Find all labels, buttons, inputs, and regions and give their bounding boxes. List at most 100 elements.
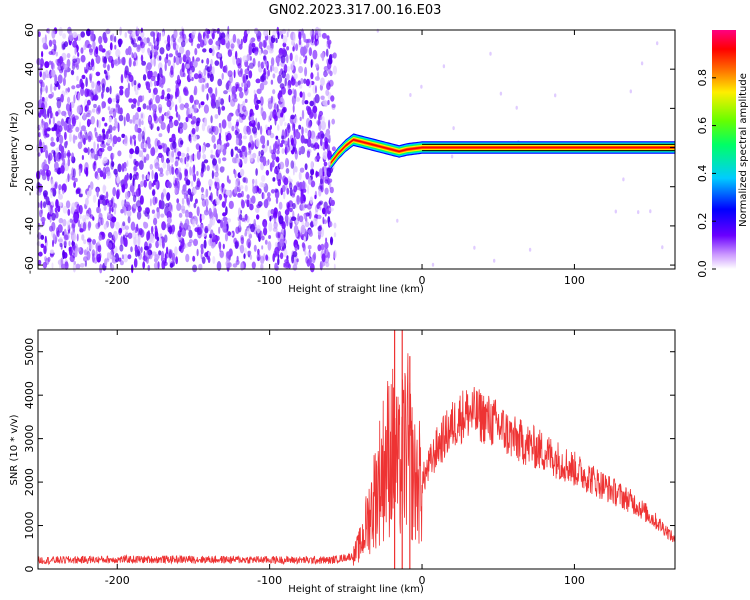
spectrogram-noise-cell <box>213 125 219 136</box>
spectrogram-noise-cell <box>108 116 112 123</box>
spectrogram-noise-cell <box>200 243 204 250</box>
spectrogram-noise-cell <box>51 29 56 39</box>
spectrogram-noise-cell <box>188 239 194 244</box>
spectrogram-noise-cell <box>129 119 133 124</box>
spectrogram-noise-cell <box>324 241 329 249</box>
spectrogram-noise-cell <box>196 117 201 124</box>
spectrogram-noise-cell <box>205 205 208 213</box>
spectrogram-noise-cell <box>263 29 269 37</box>
spectrogram-noise-cell <box>306 137 312 148</box>
spectrogram-noise-cell <box>76 233 79 242</box>
spectrogram-noise-cell <box>233 186 238 194</box>
spectrogram-noise-cell <box>81 234 85 241</box>
spectrogram-noise-cell <box>216 144 221 150</box>
spectrogram-noise-cell <box>85 166 89 177</box>
spectrogram-noise-cell <box>60 118 65 127</box>
spectrogram-noise-cell <box>91 135 94 141</box>
spectrogram-noise-cell <box>298 31 302 40</box>
spectrogram-noise-cell <box>78 204 83 215</box>
spectrogram-noise-cell <box>314 194 317 200</box>
spectrogram-noise-cell <box>195 57 201 62</box>
spectrogram-noise-cell <box>119 85 124 90</box>
spectrogram-noise-cell <box>274 140 278 149</box>
spectrogram-noise-cell <box>75 84 81 89</box>
spectrogram-noise-cell <box>225 206 228 216</box>
spectrogram-noise-cell <box>230 148 234 158</box>
spectrogram-noise-cell <box>161 31 165 37</box>
spectrogram-noise-cell <box>442 64 446 69</box>
spectrogram-noise-cell <box>284 77 287 87</box>
spectrogram-noise-cell <box>318 188 322 197</box>
spectrogram-noise-cell <box>137 44 141 50</box>
x-tick-label: 100 <box>564 274 585 287</box>
spectrogram-noise-cell <box>99 147 105 153</box>
spectrogram-noise-cell <box>255 168 258 176</box>
spectrogram-noise-cell <box>127 215 131 224</box>
spectrogram-noise-cell <box>174 187 179 195</box>
spectrogram-noise-cell <box>328 207 334 212</box>
spectrogram-noise-cell <box>298 66 304 74</box>
spectrogram-noise-cell <box>73 181 76 189</box>
spectrogram-noise-cell <box>78 193 83 198</box>
spectrogram-noise-cell <box>177 172 183 181</box>
spectrogram-noise-cell <box>263 227 268 236</box>
spectrogram-noise-cell <box>79 121 82 131</box>
spectrogram-noise-cell <box>60 263 66 270</box>
spectrogram-noise-cell <box>237 192 243 198</box>
spectrogram-noise-cell <box>149 198 152 207</box>
spectrogram-noise-cell <box>175 177 179 186</box>
figure-title: GN02.2023.317.00.16.E03 <box>269 3 442 18</box>
spectrogram-noise-cell <box>259 96 264 106</box>
spectrogram-noise-cell <box>129 185 135 193</box>
spectrogram-noise-cell <box>323 72 328 77</box>
spectrogram-noise-cell <box>134 180 136 189</box>
spectrogram-noise-cell <box>158 250 162 256</box>
spectrogram-noise-cell <box>177 74 180 83</box>
spectrogram-noise-cell <box>142 95 145 101</box>
spectrogram-noise-cell <box>258 49 262 56</box>
spectrogram-noise-cell <box>257 256 260 262</box>
spectrogram-noise-cell <box>222 216 228 222</box>
spectrogram-noise-cell <box>170 65 174 76</box>
spectrogram-noise-cell <box>200 39 205 48</box>
spectrogram-noise-cell <box>291 95 296 105</box>
spectrogram-noise-cell <box>268 115 271 123</box>
spectrogram-noise-cell <box>304 250 307 256</box>
spectrogram-noise-cell <box>328 119 331 130</box>
spectrogram-noise-cell <box>55 199 59 209</box>
spectrogram-noise-cell <box>310 59 313 68</box>
spectrogram-noise-cell <box>200 101 205 106</box>
snr-frame <box>37 329 676 570</box>
spectrogram-noise-cell <box>314 38 319 46</box>
spectrogram-noise-cell <box>286 54 289 64</box>
spectrogram-noise-cell <box>111 98 117 103</box>
spectrogram-noise-cell <box>206 93 209 101</box>
spectrogram-noise-cell <box>36 190 42 196</box>
spectrogram-noise-cell <box>315 155 321 160</box>
spectrogram-noise-cell <box>294 244 298 252</box>
spectrogram-noise-cell <box>327 99 330 106</box>
colorbar-title: Normalized spectral amplitude <box>738 73 749 227</box>
spectrogram-noise-cell <box>312 49 318 60</box>
spectrogram-noise-cell <box>326 35 330 41</box>
spectrogram-noise-cell <box>328 40 331 50</box>
spectrogram-noise-cell <box>194 198 198 204</box>
spectrogram-noise-cell <box>272 89 276 95</box>
spectrogram-noise-cell <box>300 194 304 205</box>
spectrogram-noise-cell <box>124 225 130 230</box>
spectrogram-noise-cell <box>132 134 137 140</box>
spectrogram-noise-cell <box>127 29 133 34</box>
spectrogram-noise-cell <box>330 199 335 207</box>
spectrogram-noise-cell <box>137 83 141 89</box>
spectrogram-noise-cell <box>39 70 42 78</box>
spectrogram-noise-cell <box>256 99 261 104</box>
spectrogram-noise-cell <box>234 170 237 179</box>
spectrogram-noise-cell <box>150 50 153 56</box>
spectrogram-noise-cell <box>45 169 52 177</box>
spectrogram-noise-cell <box>44 235 47 244</box>
spectrogram-noise-cell <box>320 178 323 185</box>
spectrogram-noise-cell <box>327 177 330 185</box>
spectrogram-noise-cell <box>230 43 235 49</box>
